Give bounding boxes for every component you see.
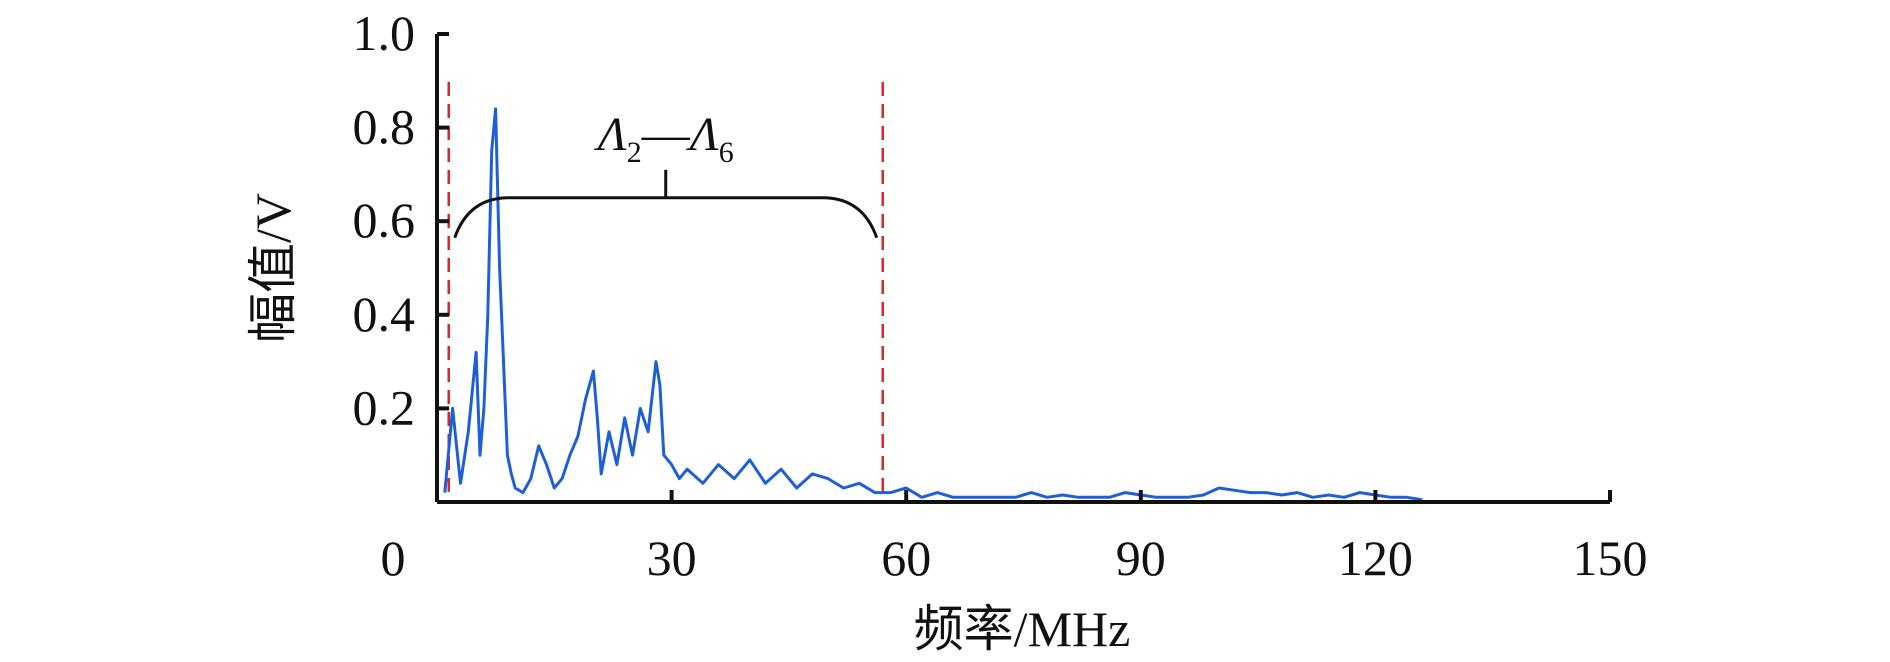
annotation-label: Λ2—Λ6 [594,108,734,169]
y-tick-label: 0.2 [353,379,416,435]
axes [435,34,1610,504]
annotation-main-end: Λ [686,108,719,161]
x-tick-label: 0 [381,530,406,586]
ticks: 0 30 60 90 120 150 0.2 0.4 0.6 0.8 1.0 [353,5,1648,586]
annotation-dash: — [641,108,691,161]
x-axis-title: 频率/MHz [914,601,1131,657]
annotation-sub-start: 2 [627,136,642,169]
x-tick-label: 30 [647,530,697,586]
range-markers [447,82,884,502]
annotation-brace [453,196,879,239]
range-annotation: Λ2—Λ6 [453,108,879,239]
x-tick-label: 60 [881,530,931,586]
y-tick-label: 0.6 [353,192,416,248]
y-tick-label: 0.4 [353,286,416,342]
y-axis-title: 幅值/V [245,193,301,343]
series-layer [443,107,1423,502]
series-line [443,107,1423,502]
annotation-main-start: Λ [594,108,627,161]
x-tick-label: 150 [1573,530,1648,586]
annotation-sub-end: 6 [719,136,734,169]
x-tick-label: 120 [1338,530,1413,586]
y-tick-label: 1.0 [353,5,416,61]
x-tick-label: 90 [1116,530,1166,586]
y-tick-label: 0.8 [353,99,416,155]
